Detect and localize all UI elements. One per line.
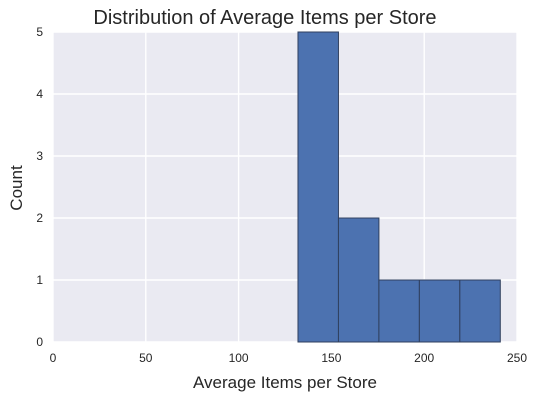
histogram-bar: [297, 31, 339, 343]
y-tick-label: 3: [36, 149, 43, 163]
y-tick-label: 4: [36, 87, 43, 101]
x-axis-ticks: 0 50 100 150 200 250: [50, 351, 528, 365]
y-tick-label: 2: [36, 211, 43, 225]
bars: [297, 31, 501, 343]
y-tick-label: 1: [36, 273, 43, 287]
x-tick-label: 150: [321, 351, 341, 365]
histogram-bar: [378, 279, 420, 343]
x-tick-label: 250: [507, 351, 527, 365]
y-tick-label: 5: [36, 25, 43, 39]
histogram-bar: [459, 279, 501, 343]
x-axis-label: Average Items per Store: [193, 373, 377, 392]
y-axis-ticks: 0 1 2 3 4 5: [36, 25, 43, 349]
x-tick-label: 0: [50, 351, 57, 365]
grid-lines: [52, 31, 518, 343]
y-tick-label: 0: [36, 335, 43, 349]
x-tick-label: 200: [414, 351, 434, 365]
y-axis-label: Count: [7, 165, 26, 211]
chart-title: Distribution of Average Items per Store: [93, 7, 436, 29]
histogram-bar: [418, 279, 461, 343]
x-tick-label: 50: [139, 351, 153, 365]
x-tick-label: 100: [229, 351, 249, 365]
histogram-bar: [337, 217, 380, 343]
